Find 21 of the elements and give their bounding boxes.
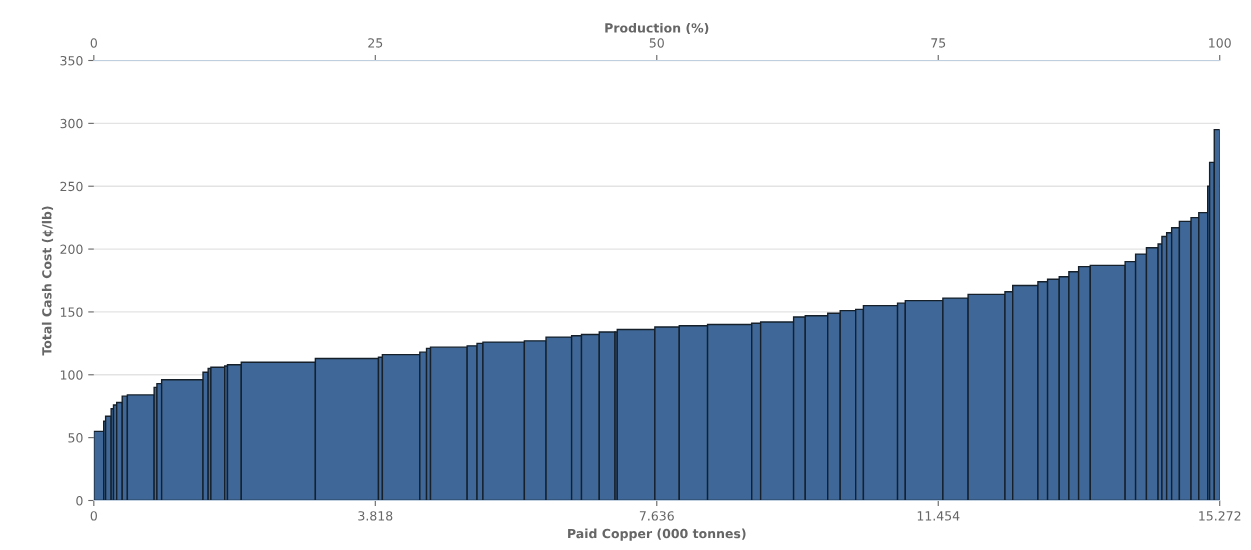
y-tick-label: 50 xyxy=(68,433,83,443)
y-tick-label: 100 xyxy=(60,370,83,380)
y-tick-label: 250 xyxy=(60,181,83,192)
y-tick-label: 300 xyxy=(60,118,83,129)
x-tick-label: 15.272 xyxy=(1199,511,1241,521)
x-tick-label: 11.454 xyxy=(917,511,960,521)
x-tick-label: 0 xyxy=(90,511,97,521)
y-tick-label: 200 xyxy=(60,244,83,254)
x2-tick-label: 0 xyxy=(90,38,97,48)
x-tick-label: 7.636 xyxy=(639,511,674,521)
y-tick-label: 350 xyxy=(60,55,83,66)
x2-tick-label: 75 xyxy=(931,38,946,48)
y-axis-title: Total Cash Cost (¢/lb) xyxy=(41,206,54,356)
x-axis-title: Paid Copper (000 tonnes) xyxy=(568,528,746,541)
x2-tick-label: 25 xyxy=(368,38,383,48)
y-tick-label: 0 xyxy=(76,495,83,506)
x2-axis-title: Production (%) xyxy=(605,22,709,35)
x2-tick-label: 50 xyxy=(649,38,664,48)
y-tick-label: 150 xyxy=(60,307,83,317)
x-tick-label: 3.818 xyxy=(358,511,393,521)
x2-tick-label: 100 xyxy=(1209,38,1231,48)
